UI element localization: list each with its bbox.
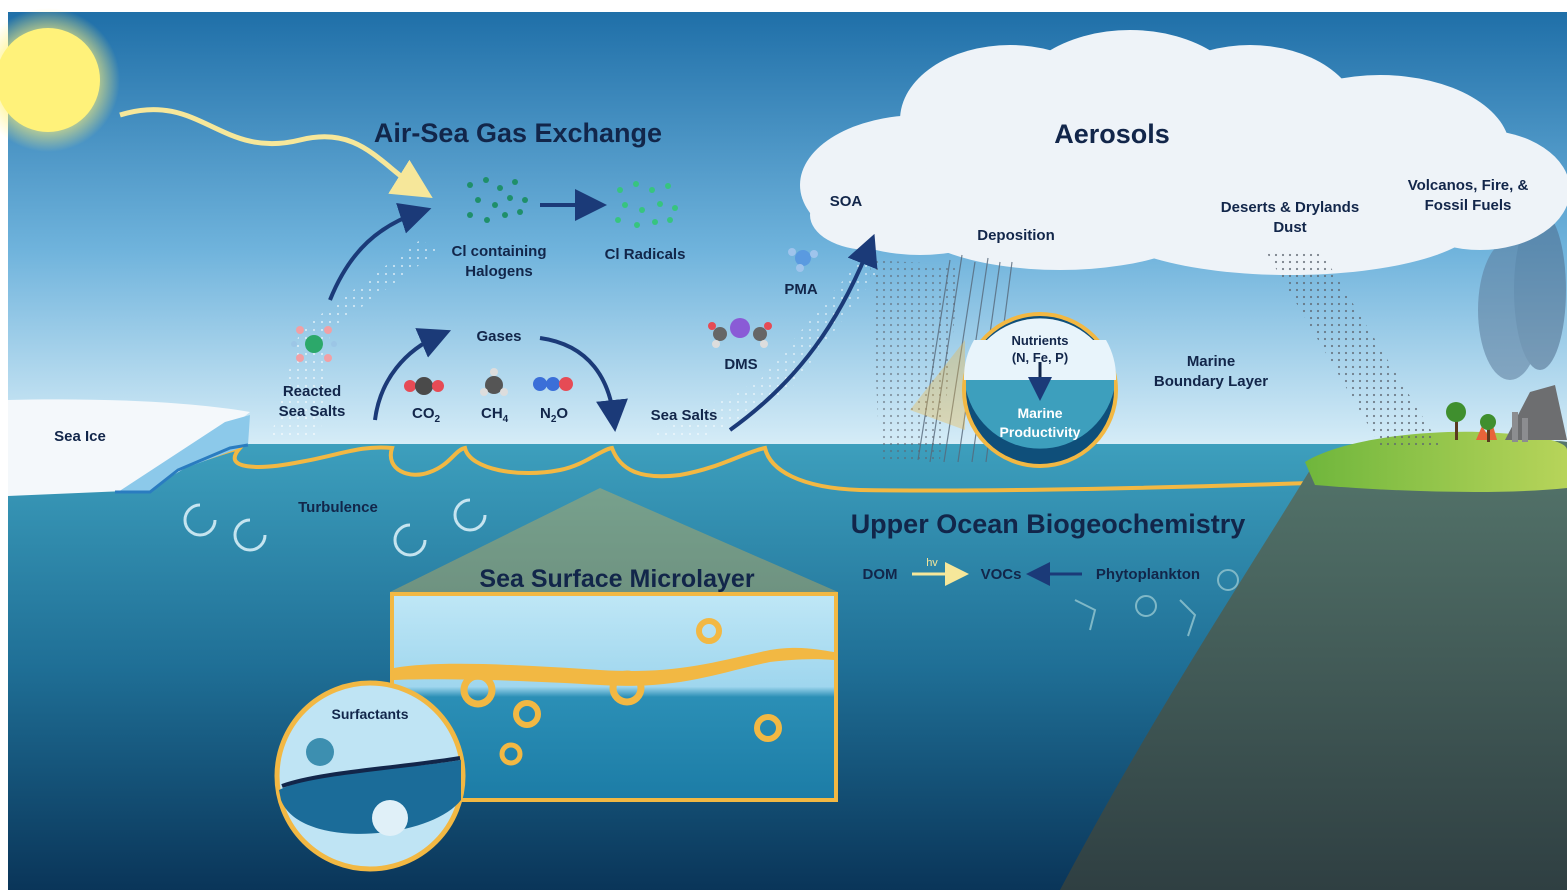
land-cliff	[1060, 440, 1567, 890]
productivity-label-2: Productivity	[1000, 424, 1081, 440]
phytoplankton-icon	[1074, 569, 1239, 637]
dms-molecule-icon	[708, 318, 772, 348]
cl-halogens-icon	[467, 177, 528, 223]
mbl-label-2: Boundary Layer	[1154, 373, 1268, 390]
pma-molecule-icon	[788, 248, 818, 272]
soa-label: SOA	[830, 193, 863, 210]
deserts-label-1: Deserts & Drylands	[1221, 199, 1359, 216]
sun-icon	[0, 8, 120, 152]
microlayer-inset	[390, 592, 838, 802]
n2o-label: N2O	[540, 405, 568, 425]
mbl-label-1: Marine	[1187, 353, 1235, 370]
grassland	[1305, 431, 1567, 492]
gases-up-arrow	[373, 328, 452, 421]
n2o-molecule-icon	[533, 377, 573, 391]
reacted-label-2: Sea Salts	[279, 403, 346, 420]
smoke-plume	[1478, 210, 1566, 380]
ssml-title: Sea Surface Microlayer	[479, 565, 754, 593]
phytoplankton-label: Phytoplankton	[1096, 566, 1200, 583]
upper-ocean-title: Upper Ocean Biogeochemistry	[851, 509, 1246, 539]
vocs-label: VOCs	[981, 566, 1022, 583]
surfactants-inset	[274, 680, 466, 872]
deposition-label: Deposition	[977, 227, 1055, 244]
sea-surface-line	[129, 444, 1311, 493]
sea-salts-label: Sea Salts	[651, 407, 718, 424]
pma-label: PMA	[784, 281, 818, 298]
nutrients-inset	[910, 312, 1118, 468]
gases-down-arrow	[539, 336, 628, 432]
dom-label: DOM	[863, 566, 898, 583]
reacted-sea-salt-icon	[291, 326, 337, 362]
microlayer-zoom-beam	[390, 488, 838, 592]
deserts-label-2: Dust	[1273, 219, 1306, 236]
surfactants-label: Surfactants	[331, 706, 408, 722]
cl-radicals-icon	[615, 181, 678, 228]
sea-ice	[8, 399, 250, 496]
sea-salts-up-arrow	[728, 233, 878, 432]
nutrients-label-1: Nutrients	[1011, 333, 1068, 348]
dms-label: DMS	[724, 356, 757, 373]
productivity-label-1: Marine	[1017, 405, 1062, 421]
volcano-icon	[1505, 385, 1567, 440]
co2-molecule-icon	[404, 377, 444, 395]
hv-label: hv	[926, 557, 938, 569]
aerosols-title: Aerosols	[1054, 119, 1170, 149]
sea-ice-label: Sea Ice	[54, 428, 106, 445]
cl-radicals-label: Cl Radicals	[605, 246, 686, 263]
dust-plume	[1265, 250, 1440, 445]
cl-halogens-label-1: Cl containing	[452, 243, 547, 260]
air-sea-title: Air-Sea Gas Exchange	[374, 118, 662, 148]
spray-to-halogens-arrow	[328, 202, 432, 301]
nutrients-label-2: (N, Fe, P)	[1012, 350, 1068, 365]
deposition-dots	[870, 260, 960, 460]
volcanos-label-1: Volcanos, Fire, &	[1408, 177, 1529, 194]
volcanos-label-2: Fossil Fuels	[1425, 197, 1512, 214]
gases-label: Gases	[476, 328, 521, 345]
turbulence-label: Turbulence	[298, 499, 378, 516]
reacted-label-1: Reacted	[283, 383, 341, 400]
sunlight-ray	[119, 107, 433, 198]
sea-spray	[270, 240, 440, 440]
tree-icon	[1446, 402, 1496, 442]
cl-halogens-label-2: Halogens	[465, 263, 533, 280]
co2-label: CO2	[412, 405, 441, 425]
ch4-label: CH4	[481, 405, 509, 425]
ch4-molecule-icon	[480, 368, 508, 396]
turbulence-swirls	[183, 498, 487, 557]
smokestack-icon	[1512, 412, 1518, 442]
aerosol-cloud	[800, 30, 1567, 275]
smokestack-icon-2	[1522, 418, 1528, 442]
